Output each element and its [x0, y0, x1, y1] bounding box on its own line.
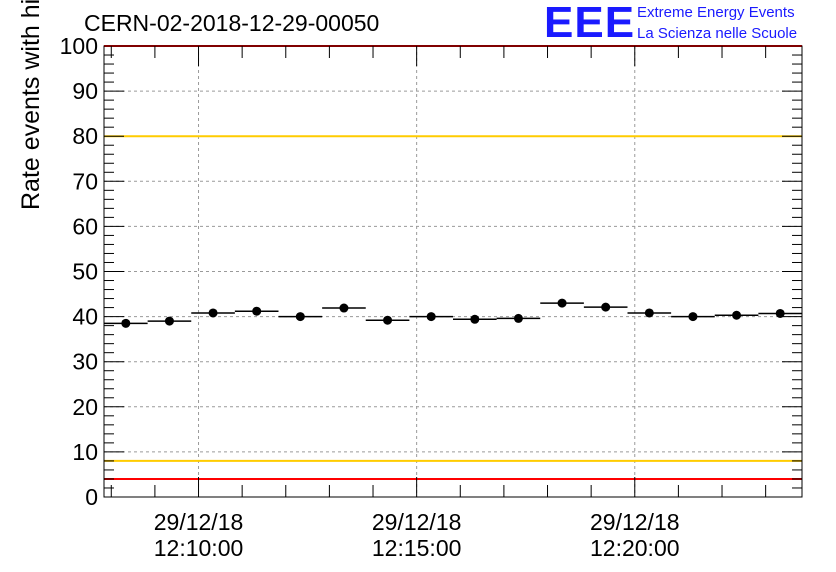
y-tick-label: 100	[60, 33, 98, 59]
data-point	[557, 298, 567, 308]
tick-labels: 010203040506070809010029/12/1812:10:0029…	[60, 33, 680, 561]
y-tick-label: 40	[72, 304, 98, 330]
y-tick-label: 90	[72, 78, 98, 104]
axes	[103, 45, 803, 498]
data-point	[208, 308, 218, 318]
y-tick-label: 60	[72, 213, 98, 239]
data-point	[383, 315, 393, 325]
data-markers	[104, 298, 802, 328]
logo-mark: EEE	[544, 0, 636, 47]
data-point	[688, 312, 698, 322]
y-tick-label: 30	[72, 349, 98, 375]
chart-title: CERN-02-2018-12-29-00050	[84, 10, 380, 36]
data-point	[775, 308, 785, 318]
y-tick-label: 70	[72, 168, 98, 194]
x-tick-time-label: 12:20:00	[590, 535, 680, 561]
data-point	[339, 303, 349, 313]
y-tick-label: 10	[72, 439, 98, 465]
data-point	[601, 302, 611, 312]
data-point	[121, 318, 131, 328]
x-tick-time-label: 12:15:00	[372, 535, 462, 561]
y-tick-label: 20	[72, 394, 98, 420]
data-point	[295, 312, 305, 322]
data-point	[252, 306, 262, 316]
data-point	[644, 308, 654, 318]
grid	[104, 46, 802, 497]
y-tick-label: 50	[72, 259, 98, 285]
x-tick-date-label: 29/12/18	[154, 509, 244, 535]
y-tick-label: 0	[85, 484, 98, 510]
x-tick-date-label: 29/12/18	[590, 509, 680, 535]
reference-lines	[104, 45, 802, 480]
data-point	[426, 312, 436, 322]
y-tick-label: 80	[72, 123, 98, 149]
logo-line1: Extreme Energy Events	[637, 4, 795, 21]
data-point	[732, 310, 742, 320]
x-tick-date-label: 29/12/18	[372, 509, 462, 535]
x-tick-time-label: 12:10:00	[154, 535, 244, 561]
logo-line2: La Scienza nelle Scuole	[637, 25, 798, 42]
data-point	[164, 316, 174, 326]
data-point	[513, 313, 523, 323]
data-point	[470, 314, 480, 324]
